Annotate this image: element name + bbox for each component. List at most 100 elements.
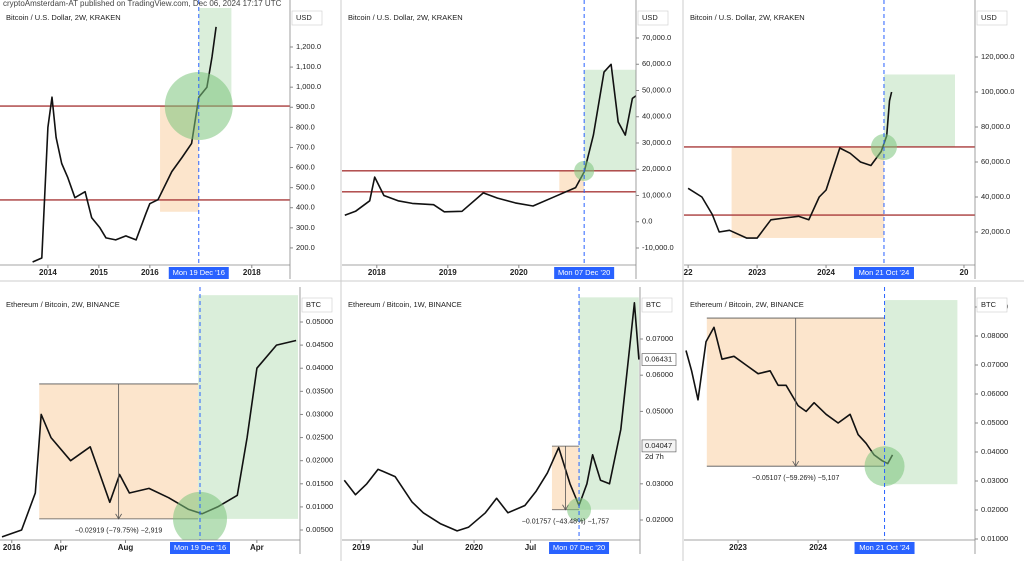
y-tick-label: 0.01500 bbox=[306, 479, 333, 488]
y-tick-label: 1,000.0 bbox=[296, 82, 321, 91]
highlight-label-bg bbox=[854, 542, 915, 554]
chart-panel: 200.0 300.0 400.0 500.0 600.0 700.0 800.0 900.0… bbox=[0, 0, 323, 279]
axis-unit: BTC bbox=[646, 300, 662, 309]
chart-title: Ethereum / Bitcoin, 2W, BINANCE bbox=[690, 300, 804, 309]
x-tick-label: 20 bbox=[960, 268, 969, 277]
chart-panel: −0.05107 (−59.26%) −5,107 0.01000 0.02000 0… bbox=[684, 287, 1008, 554]
y-tick-label: 0.05000 bbox=[306, 317, 333, 326]
highlight-label: Mon 19 Dec '16 bbox=[174, 543, 226, 552]
y-tick-label: 0.07000 bbox=[981, 360, 1008, 369]
x-tick-label: 2014 bbox=[39, 268, 57, 277]
plot-area bbox=[1, 295, 299, 540]
unit-box bbox=[301, 297, 333, 313]
highlight-circle bbox=[864, 446, 905, 487]
x-tick-label: 2020 bbox=[510, 268, 528, 277]
y-tick-label: 0.05000 bbox=[981, 418, 1008, 427]
price-label-bg bbox=[641, 353, 677, 366]
x-tick-label: 2024 bbox=[817, 268, 835, 277]
x-tick-label: 2018 bbox=[368, 268, 386, 277]
x-tick-label: 2016 bbox=[3, 543, 21, 552]
y-tick-label: 60,000.0 bbox=[642, 59, 671, 68]
y-tick-label: 100,000.0 bbox=[981, 87, 1014, 96]
price-line bbox=[685, 326, 894, 465]
y-tick-label: 50,000.0 bbox=[642, 85, 671, 94]
unit-box bbox=[641, 297, 673, 313]
price-line bbox=[1, 339, 297, 538]
y-tick-label: 40,000.0 bbox=[981, 192, 1010, 201]
y-tick-label: 0.0 bbox=[642, 217, 652, 226]
highlight-label: Mon 07 Dec '20 bbox=[558, 268, 610, 277]
x-tick-label: 2019 bbox=[352, 543, 370, 552]
chart-title: Ethereum / Bitcoin, 2W, BINANCE bbox=[6, 300, 120, 309]
y-tick-label: 120,000.0 bbox=[981, 52, 1014, 61]
price-label: 0.06431 bbox=[645, 355, 672, 364]
axis-unit: BTC bbox=[981, 300, 997, 309]
y-tick-label: 0.06000 bbox=[981, 389, 1008, 398]
y-tick-label: 0.02000 bbox=[646, 515, 673, 524]
plot-area bbox=[0, 8, 290, 263]
y-tick-label: 0.06000 bbox=[646, 370, 673, 379]
x-tick-label: Jul bbox=[412, 543, 424, 552]
price-label: 0.04047 bbox=[645, 441, 672, 450]
x-tick-label: Aug bbox=[118, 543, 134, 552]
y-tick-label: 1,200.0 bbox=[296, 42, 321, 51]
highlight-circle bbox=[173, 491, 227, 540]
chart-title: Bitcoin / U.S. Dollar, 2W, KRAKEN bbox=[348, 13, 463, 22]
unit-box bbox=[976, 10, 1008, 26]
y-tick-label: 20,000.0 bbox=[981, 227, 1010, 236]
y-tick-label: 0.03500 bbox=[306, 386, 333, 395]
x-tick-label: Jul bbox=[525, 543, 537, 552]
axis-unit: USD bbox=[981, 13, 997, 22]
x-tick-label: Apr bbox=[54, 543, 68, 552]
plot-area bbox=[342, 63, 636, 216]
zone bbox=[198, 295, 299, 519]
countdown: 2d 7h bbox=[645, 452, 664, 461]
chart-panel: −0.01757 (−43.48%) −1,757 0.02000 0.03000 0… bbox=[342, 287, 677, 554]
price-label-bg bbox=[641, 439, 677, 453]
x-tick-label: Apr bbox=[250, 543, 264, 552]
y-tick-label: 0.03000 bbox=[306, 409, 333, 418]
unit-box bbox=[976, 297, 1008, 313]
price-line bbox=[32, 26, 217, 263]
y-tick-label: 0.08000 bbox=[981, 331, 1008, 340]
price-line bbox=[344, 63, 636, 216]
arrow-head bbox=[115, 513, 122, 520]
panels: 200.0300.0400.0500.0600.0700.0800.0900.0… bbox=[0, 0, 1014, 554]
x-tick-label: 22 bbox=[684, 268, 693, 277]
y-tick-label: 800.0 bbox=[296, 122, 315, 131]
plot-area bbox=[685, 300, 958, 487]
y-tick-label: 0.01000 bbox=[981, 534, 1008, 543]
y-tick-label: 0.02000 bbox=[306, 456, 333, 465]
unit-box bbox=[637, 10, 669, 26]
axis-unit: BTC bbox=[306, 300, 322, 309]
header-title: cryptoAmsterdam-AT published on TradingV… bbox=[3, 0, 282, 8]
axis-unit: USD bbox=[642, 13, 658, 22]
y-tick-label: 0.03000 bbox=[981, 476, 1008, 485]
highlight-label: Mon 21 Oct '24 bbox=[859, 268, 910, 277]
y-tick-label: 0.05000 bbox=[646, 406, 673, 415]
x-tick-label: 2020 bbox=[465, 543, 483, 552]
y-tick-label: 10,000.0 bbox=[642, 190, 671, 199]
highlight-label: Mon 19 Dec '16 bbox=[173, 268, 225, 277]
y-tick-label: 30,000.0 bbox=[642, 138, 671, 147]
y-tick-label: 60,000.0 bbox=[981, 157, 1010, 166]
y-tick-label: 0.01000 bbox=[306, 502, 333, 511]
x-tick-label: 2016 bbox=[141, 268, 159, 277]
y-tick-label: 400.0 bbox=[296, 203, 315, 212]
measure-label: −0.01757 (−43.48%) −1,757 bbox=[522, 519, 609, 526]
x-tick-label: 2018 bbox=[243, 268, 261, 277]
highlight-label-bg bbox=[168, 267, 229, 279]
y-tick-label: 900.0 bbox=[296, 102, 315, 111]
highlight-label-bg bbox=[853, 267, 914, 279]
y-tick-label: 0.00500 bbox=[306, 525, 333, 534]
highlight-circle bbox=[567, 497, 592, 522]
y-tick-label: 500.0 bbox=[296, 183, 315, 192]
measure-label: −0.02919 (−79.75%) −2,919 bbox=[75, 528, 162, 535]
y-tick-label: 300.0 bbox=[296, 223, 315, 232]
highlight-label-bg bbox=[554, 267, 615, 279]
chart-panel: -10,000.0 0.0 10,000.0 20,000.0 30,000.0 40,0… bbox=[342, 0, 674, 279]
arrow-head bbox=[792, 460, 800, 467]
x-tick-label: 2024 bbox=[809, 543, 827, 552]
plot-area bbox=[684, 74, 975, 239]
